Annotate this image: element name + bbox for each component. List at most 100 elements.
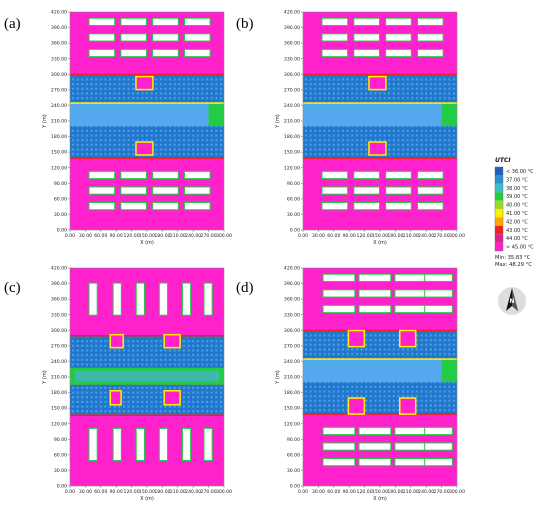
canopy: [314, 92, 317, 95]
cool-zone: [70, 384, 224, 415]
x-tick-label: 180.00: [387, 489, 403, 495]
canopy: [402, 148, 405, 151]
canopy: [314, 134, 317, 137]
canopy: [369, 134, 372, 137]
canopy: [85, 391, 88, 394]
canopy: [388, 399, 391, 402]
canopy: [210, 153, 213, 156]
canopy: [365, 343, 368, 346]
canopy: [99, 83, 102, 86]
x-tick-label: 60.00: [94, 489, 107, 495]
canopy: [81, 92, 84, 95]
canopy: [323, 390, 326, 393]
canopy: [90, 410, 93, 413]
canopy: [192, 405, 195, 408]
legend-swatch: [495, 175, 503, 184]
y-axis-title: Y (m): [275, 114, 281, 128]
canopy: [132, 344, 135, 347]
canopy: [443, 390, 446, 393]
canopy: [150, 358, 153, 361]
canopy: [206, 363, 209, 366]
canopy: [136, 386, 139, 389]
canopy: [215, 87, 218, 90]
canopy: [104, 349, 107, 352]
canopy: [122, 363, 125, 366]
y-tick-label: 0.00: [57, 484, 67, 490]
canopy: [337, 83, 340, 86]
canopy: [136, 358, 139, 361]
canopy: [406, 139, 409, 142]
canopy: [169, 148, 172, 151]
canopy: [150, 92, 153, 95]
legend-swatch: [495, 225, 503, 235]
building: [359, 443, 391, 450]
canopy: [192, 349, 195, 352]
canopy: [164, 92, 167, 95]
x-axis-title: X (m): [140, 240, 154, 246]
canopy: [443, 399, 446, 402]
building: [417, 49, 443, 57]
canopy: [141, 405, 144, 408]
canopy: [434, 97, 437, 100]
canopy: [369, 404, 372, 407]
canopy: [355, 78, 358, 81]
canopy: [90, 87, 93, 90]
canopy: [72, 97, 75, 100]
canopy: [132, 134, 135, 137]
y-tick-label: 420.00: [284, 266, 300, 272]
canopy: [164, 97, 167, 100]
y-tick-label: 30.00: [54, 468, 67, 474]
canopy: [76, 134, 79, 137]
building: [359, 305, 391, 313]
canopy: [351, 143, 354, 146]
canopy: [118, 83, 121, 86]
canopy: [178, 129, 181, 132]
canopy: [429, 353, 432, 356]
y-tick-label: 210.00: [284, 375, 300, 381]
building: [89, 18, 115, 25]
canopy: [132, 391, 135, 394]
canopy: [323, 139, 326, 142]
canopy: [406, 348, 409, 351]
canopy: [145, 139, 149, 142]
canopy: [132, 87, 135, 90]
canopy: [415, 334, 418, 337]
canopy: [192, 78, 195, 81]
canopy: [95, 129, 98, 132]
building: [425, 459, 452, 466]
canopy: [397, 153, 400, 156]
canopy: [383, 343, 386, 346]
canopy: [434, 153, 437, 156]
canopy: [72, 340, 75, 343]
canopy: [81, 396, 84, 399]
canopy: [104, 400, 107, 403]
street-zone: [303, 103, 457, 127]
canopy: [178, 148, 181, 151]
canopy: [196, 363, 199, 366]
canopy: [187, 134, 190, 137]
canopy: [104, 340, 107, 343]
canopy: [81, 97, 84, 100]
canopy: [95, 405, 98, 408]
canopy: [337, 134, 340, 137]
building: [354, 49, 379, 57]
canopy: [127, 349, 130, 352]
canopy: [99, 153, 102, 156]
canopy: [452, 390, 455, 393]
canopy: [90, 344, 93, 347]
canopy: [328, 83, 331, 86]
canopy: [328, 134, 331, 137]
canopy: [448, 348, 451, 351]
canopy: [141, 410, 144, 413]
canopy: [406, 390, 409, 393]
canopy: [132, 148, 135, 151]
canopy: [159, 358, 162, 361]
canopy: [342, 334, 345, 337]
canopy: [365, 385, 368, 388]
canopy: [388, 139, 391, 142]
building: [354, 34, 379, 41]
canopy: [429, 390, 432, 393]
canopy: [448, 339, 451, 342]
canopy: [388, 92, 391, 95]
canopy: [305, 87, 308, 90]
